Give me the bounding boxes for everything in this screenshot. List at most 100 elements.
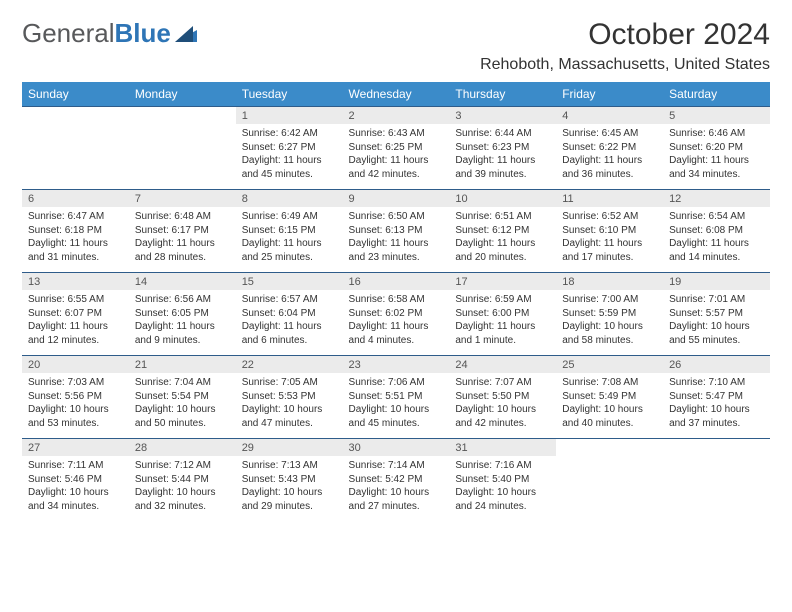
day-cell: Sunrise: 7:07 AMSunset: 5:50 PMDaylight:… [449, 373, 556, 439]
day-line: Daylight: 10 hours and 29 minutes. [242, 486, 337, 513]
content-row: Sunrise: 6:55 AMSunset: 6:07 PMDaylight:… [22, 290, 770, 356]
calendar-table: Sunday Monday Tuesday Wednesday Thursday… [22, 82, 770, 521]
day-line: Sunset: 5:53 PM [242, 390, 337, 404]
day-line: Daylight: 10 hours and 24 minutes. [455, 486, 550, 513]
day-line: Daylight: 10 hours and 34 minutes. [28, 486, 123, 513]
day-line: Daylight: 10 hours and 58 minutes. [562, 320, 657, 347]
day-cell: Sunrise: 7:01 AMSunset: 5:57 PMDaylight:… [663, 290, 770, 356]
day-cell: Sunrise: 7:16 AMSunset: 5:40 PMDaylight:… [449, 456, 556, 521]
day-cell: Sunrise: 6:44 AMSunset: 6:23 PMDaylight:… [449, 124, 556, 190]
day-line: Sunrise: 7:12 AM [135, 459, 230, 473]
day-line: Sunrise: 6:58 AM [349, 293, 444, 307]
day-line: Sunset: 5:49 PM [562, 390, 657, 404]
month-title: October 2024 [480, 18, 770, 52]
day-line: Sunrise: 6:42 AM [242, 127, 337, 141]
day-cell: Sunrise: 6:45 AMSunset: 6:22 PMDaylight:… [556, 124, 663, 190]
day-number: 19 [663, 273, 770, 291]
day-line: Sunset: 6:08 PM [669, 224, 764, 238]
day-line: Daylight: 10 hours and 50 minutes. [135, 403, 230, 430]
day-cell [663, 456, 770, 521]
day-number: 17 [449, 273, 556, 291]
day-line: Daylight: 11 hours and 39 minutes. [455, 154, 550, 181]
day-line: Sunset: 6:07 PM [28, 307, 123, 321]
daynum-row: 13141516171819 [22, 273, 770, 291]
day-line: Daylight: 11 hours and 25 minutes. [242, 237, 337, 264]
day-number: 25 [556, 356, 663, 374]
day-line: Daylight: 11 hours and 20 minutes. [455, 237, 550, 264]
day-cell: Sunrise: 7:04 AMSunset: 5:54 PMDaylight:… [129, 373, 236, 439]
day-line: Sunset: 5:40 PM [455, 473, 550, 487]
day-line: Daylight: 10 hours and 37 minutes. [669, 403, 764, 430]
day-line: Sunset: 6:23 PM [455, 141, 550, 155]
day-line: Sunrise: 6:50 AM [349, 210, 444, 224]
content-row: Sunrise: 6:42 AMSunset: 6:27 PM Daylight:… [22, 124, 770, 190]
day-line: Sunset: 5:42 PM [349, 473, 444, 487]
day-line: Sunset: 5:54 PM [135, 390, 230, 404]
day-line: Sunrise: 6:45 AM [562, 127, 657, 141]
day-cell: Sunrise: 6:50 AMSunset: 6:13 PMDaylight:… [343, 207, 450, 273]
day-cell: Sunrise: 7:10 AMSunset: 5:47 PMDaylight:… [663, 373, 770, 439]
day-line: Daylight: 11 hours and 17 minutes. [562, 237, 657, 264]
day-line: Daylight: 11 hours and 9 minutes. [135, 320, 230, 347]
day-cell: Sunrise: 7:13 AMSunset: 5:43 PMDaylight:… [236, 456, 343, 521]
day-line: Sunset: 5:57 PM [669, 307, 764, 321]
content-row: Sunrise: 7:03 AMSunset: 5:56 PMDaylight:… [22, 373, 770, 439]
day-header-thu: Thursday [449, 82, 556, 107]
day-line: Sunset: 6:20 PM [669, 141, 764, 155]
day-line: Sunrise: 6:52 AM [562, 210, 657, 224]
day-line: Daylight: 11 hours and 42 minutes. [349, 154, 444, 181]
day-line: Sunrise: 6:49 AM [242, 210, 337, 224]
daynum-row: 6789101112 [22, 190, 770, 208]
content-row: Sunrise: 6:47 AMSunset: 6:18 PMDaylight:… [22, 207, 770, 273]
day-number: 6 [22, 190, 129, 208]
day-line: Sunset: 6:05 PM [135, 307, 230, 321]
day-number: 12 [663, 190, 770, 208]
day-line: Daylight: 11 hours and 14 minutes. [669, 237, 764, 264]
day-number: 9 [343, 190, 450, 208]
day-line: Daylight: 11 hours and 1 minute. [455, 320, 550, 347]
day-header-sat: Saturday [663, 82, 770, 107]
day-number: 2 [343, 107, 450, 125]
day-number: 30 [343, 439, 450, 457]
day-line: Sunrise: 7:11 AM [28, 459, 123, 473]
day-line: Sunrise: 7:06 AM [349, 376, 444, 390]
day-header-mon: Monday [129, 82, 236, 107]
day-line: Sunset: 5:43 PM [242, 473, 337, 487]
day-line: Sunrise: 6:56 AM [135, 293, 230, 307]
day-cell: Sunrise: 6:47 AMSunset: 6:18 PMDaylight:… [22, 207, 129, 273]
day-cell: Sunrise: 6:49 AMSunset: 6:15 PMDaylight:… [236, 207, 343, 273]
day-line: Sunrise: 7:03 AM [28, 376, 123, 390]
day-cell: Sunrise: 6:52 AMSunset: 6:10 PMDaylight:… [556, 207, 663, 273]
day-line: Sunrise: 7:16 AM [455, 459, 550, 473]
day-number: 1 [236, 107, 343, 125]
day-number: 14 [129, 273, 236, 291]
day-header-fri: Friday [556, 82, 663, 107]
day-line: Sunset: 6:00 PM [455, 307, 550, 321]
location: Rehoboth, Massachusetts, United States [480, 56, 770, 74]
day-number: 24 [449, 356, 556, 374]
day-line: Sunset: 6:18 PM [28, 224, 123, 238]
day-line: Sunrise: 6:54 AM [669, 210, 764, 224]
day-line: Daylight: 11 hours and 4 minutes. [349, 320, 444, 347]
day-cell: Sunrise: 6:48 AMSunset: 6:17 PMDaylight:… [129, 207, 236, 273]
day-number: 8 [236, 190, 343, 208]
day-line: Daylight: 10 hours and 55 minutes. [669, 320, 764, 347]
day-number: 21 [129, 356, 236, 374]
day-number [663, 439, 770, 457]
day-number: 20 [22, 356, 129, 374]
day-line: Sunset: 5:50 PM [455, 390, 550, 404]
day-number [129, 107, 236, 125]
day-line: Sunset: 6:27 PM [242, 141, 337, 155]
day-cell: Sunrise: 6:55 AMSunset: 6:07 PMDaylight:… [22, 290, 129, 356]
day-line: Sunset: 5:44 PM [135, 473, 230, 487]
day-line: Sunrise: 7:10 AM [669, 376, 764, 390]
day-line: Sunrise: 7:05 AM [242, 376, 337, 390]
day-line: Sunrise: 7:14 AM [349, 459, 444, 473]
day-line: Sunset: 6:02 PM [349, 307, 444, 321]
day-line: Sunrise: 7:00 AM [562, 293, 657, 307]
day-number: 13 [22, 273, 129, 291]
day-number: 18 [556, 273, 663, 291]
day-line: Sunset: 6:22 PM [562, 141, 657, 155]
day-cell: Sunrise: 7:05 AMSunset: 5:53 PMDaylight:… [236, 373, 343, 439]
day-line: Sunset: 5:59 PM [562, 307, 657, 321]
